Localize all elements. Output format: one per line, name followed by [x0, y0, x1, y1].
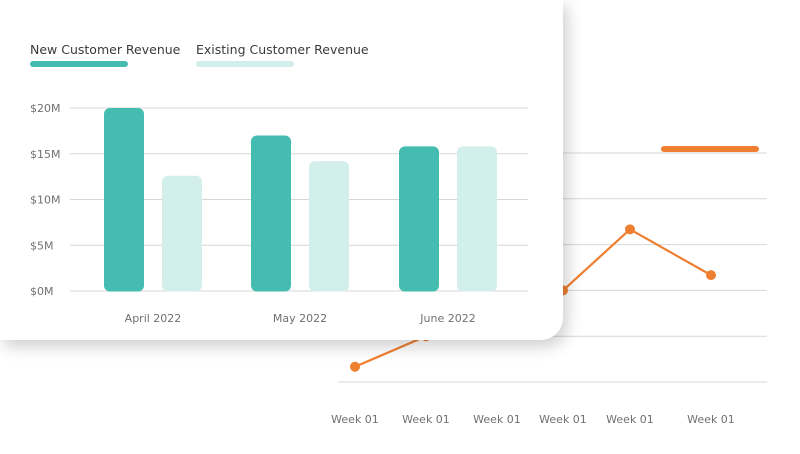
revenue-y-tick-label: $5M [30, 239, 54, 252]
legend-new-revenue-label: New Customer Revenue [30, 42, 181, 57]
revenue-x-tick-label: May 2022 [273, 312, 327, 325]
revenue-y-tick-label: $10M [30, 194, 61, 207]
revenue-x-axis-labels: April 2022 May 2022 June 2022 [125, 312, 476, 325]
revenue-gridlines [70, 107, 528, 292]
orders-point [350, 361, 360, 372]
legend-existing-revenue-label: Existing Customer Revenue [196, 42, 369, 57]
orders-x-tick-label: Week 01 [473, 413, 521, 426]
revenue-bar-chart: $0M $5M $10M $15M $20M April 2022 May 2022 Jun… [30, 102, 528, 325]
orders-x-axis-labels: Week 01 Week 01 Week 01 Week 01 Week 01 Week … [331, 413, 735, 426]
orders-legend [661, 146, 759, 152]
revenue-bars [104, 108, 497, 292]
revenue-chart-card: New Customer Revenue Existing Customer R… [30, 42, 528, 325]
revenue-y-tick-label: $20M [30, 102, 61, 115]
orders-x-tick-label: Week 01 [606, 413, 654, 426]
bar-existing-revenue [162, 175, 202, 292]
bar-existing-revenue [309, 161, 349, 292]
legend-new-revenue-swatch [30, 61, 128, 67]
orders-point [625, 224, 635, 235]
bar-new-revenue [251, 135, 291, 292]
orders-x-tick-label: Week 01 [402, 413, 450, 426]
legend-existing-revenue-swatch [196, 61, 294, 67]
revenue-y-axis-labels: $0M $5M $10M $15M $20M [30, 102, 61, 298]
orders-x-tick-label: Week 01 [539, 413, 587, 426]
orders-legend-swatch [661, 146, 759, 152]
orders-x-tick-label: Week 01 [331, 413, 379, 426]
revenue-x-tick-label: June 2022 [419, 312, 475, 325]
revenue-x-tick-label: April 2022 [125, 312, 182, 325]
orders-point [706, 270, 716, 281]
bar-new-revenue [399, 146, 439, 292]
revenue-y-tick-label: $0M [30, 285, 54, 298]
orders-x-tick-label: Week 01 [687, 413, 735, 426]
bar-existing-revenue [457, 146, 497, 292]
revenue-y-tick-label: $15M [30, 148, 61, 161]
bar-new-revenue [104, 108, 144, 292]
